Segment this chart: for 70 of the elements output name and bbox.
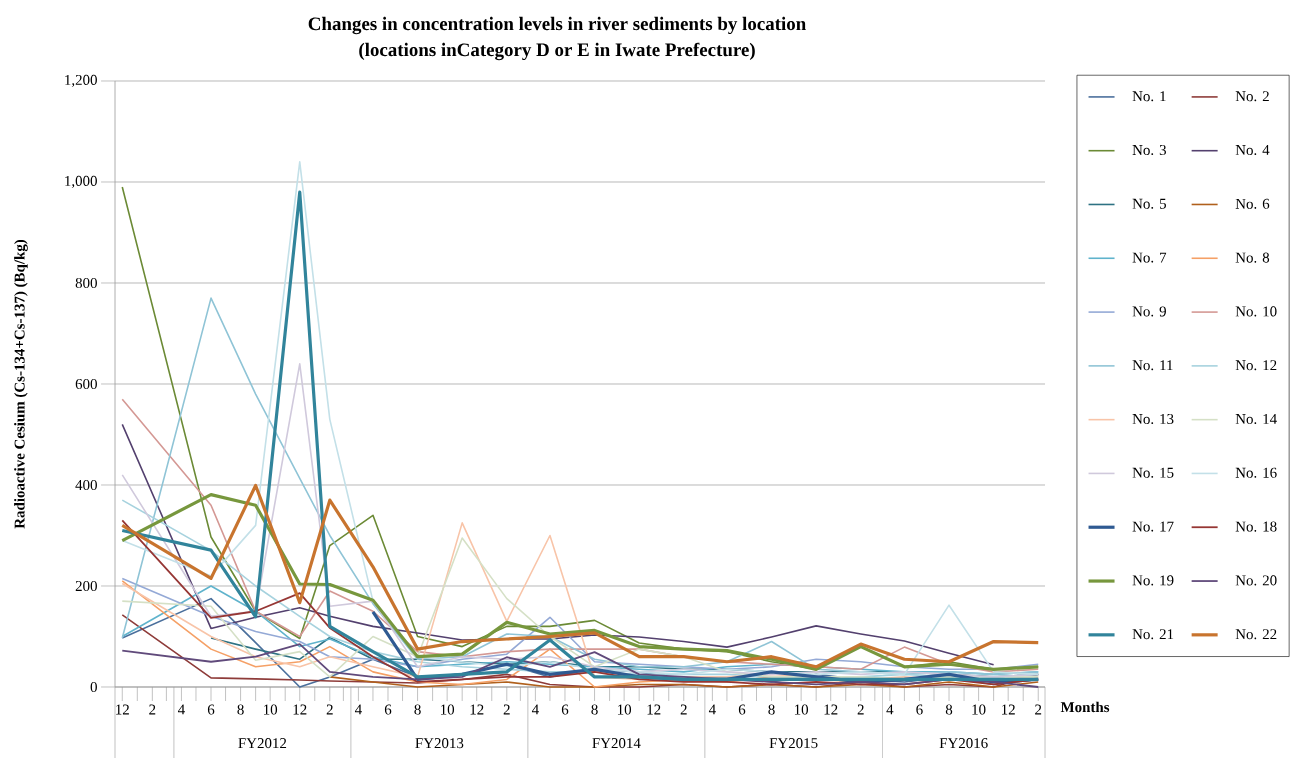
chart-subtitle: (locations inCategory D or E in Iwate Prefecture) xyxy=(359,42,755,61)
text: FY2012 xyxy=(238,738,287,749)
legend-label: No. 21 xyxy=(1132,629,1174,640)
x-tick-label: 12 xyxy=(1002,704,1015,715)
x-tick-label: 8 xyxy=(768,704,775,715)
legend-label: No. 8 xyxy=(1235,252,1270,263)
legend-label: No. 4 xyxy=(1235,145,1270,156)
x-axis-title: Months xyxy=(1060,701,1110,713)
y-tick-label: 600 xyxy=(75,378,97,390)
x-tick-label: 6 xyxy=(738,704,746,715)
x-tick-label: 12 xyxy=(470,704,484,715)
y-tick-label: 800 xyxy=(75,277,97,289)
x-tick-label: 4 xyxy=(354,704,362,715)
x-tick-label: 4 xyxy=(177,704,185,715)
text: FY2015 xyxy=(769,738,818,749)
x-tick-label: 8 xyxy=(591,704,598,715)
x-tick-label: 4 xyxy=(531,704,539,715)
x-tick-label: 8 xyxy=(414,704,421,715)
x-tick-label: 6 xyxy=(384,704,392,715)
x-tick-label: 2 xyxy=(326,704,333,715)
legend-label: No. 7 xyxy=(1132,252,1167,263)
x-tick-label: 12 xyxy=(293,704,307,715)
legend-label: No. 2 xyxy=(1235,91,1269,102)
x-tick-label: 6 xyxy=(207,704,215,715)
x-tick-label: 10 xyxy=(617,704,632,715)
y-tick-label: 1,200 xyxy=(65,74,97,88)
legend-label: No. 5 xyxy=(1132,198,1166,209)
legend-label: No. 12 xyxy=(1235,360,1277,371)
y-tick-label: 200 xyxy=(75,580,97,592)
y-tick-label: 400 xyxy=(75,479,97,491)
x-tick-label: 4 xyxy=(886,704,894,715)
legend-label: No. 16 xyxy=(1235,467,1277,478)
legend-label: No. 13 xyxy=(1132,413,1174,425)
x-tick-label: 2 xyxy=(149,704,156,715)
y-tick-label: 0 xyxy=(90,681,97,693)
legend-label: No. 14 xyxy=(1235,413,1277,425)
legend-label: No. 22 xyxy=(1235,629,1277,640)
x-tick-label: 10 xyxy=(794,704,809,715)
x-tick-label: 2 xyxy=(1035,704,1042,715)
x-tick-label: 6 xyxy=(561,704,569,715)
y-axis-title: Radioactive Cesium (Cs-134+Cs-137) (Bq/kg) xyxy=(14,239,28,529)
text: FY2013 xyxy=(415,738,464,749)
x-tick-label: 12 xyxy=(116,704,129,715)
x-tick-label: 10 xyxy=(264,704,278,715)
x-tick-label: 6 xyxy=(916,704,923,715)
text: FY2016 xyxy=(939,738,988,749)
legend-label: No. 17 xyxy=(1132,521,1174,532)
legend-label: No. 3 xyxy=(1132,145,1166,156)
x-tick-label: 12 xyxy=(647,704,661,715)
x-tick-label: 8 xyxy=(945,704,953,715)
x-tick-label: 2 xyxy=(680,704,687,715)
x-tick-label: 4 xyxy=(708,704,716,715)
x-tick-label: 2 xyxy=(857,704,864,715)
x-tick-label: 10 xyxy=(972,704,986,715)
x-tick-label: 10 xyxy=(440,704,455,715)
legend-label: No. 10 xyxy=(1235,306,1277,317)
legend-label: No. 1 xyxy=(1132,91,1166,102)
y-tick-label: 1,000 xyxy=(65,175,97,189)
legend-label: No. 11 xyxy=(1132,360,1173,371)
legend-label: No. 18 xyxy=(1235,521,1277,532)
legend-label: No. 19 xyxy=(1132,575,1174,586)
legend-label: No. 6 xyxy=(1235,198,1270,209)
legend-label: No. 15 xyxy=(1132,467,1174,478)
text: FY2014 xyxy=(592,738,641,749)
x-tick-label: 12 xyxy=(824,704,838,715)
x-tick-label: 2 xyxy=(503,704,510,715)
chart-title: Changes in concentration levels in river sediments by location xyxy=(308,16,806,35)
legend-label: No. 20 xyxy=(1235,575,1277,586)
x-tick-label: 8 xyxy=(237,704,244,715)
legend-label: No. 9 xyxy=(1132,306,1166,317)
